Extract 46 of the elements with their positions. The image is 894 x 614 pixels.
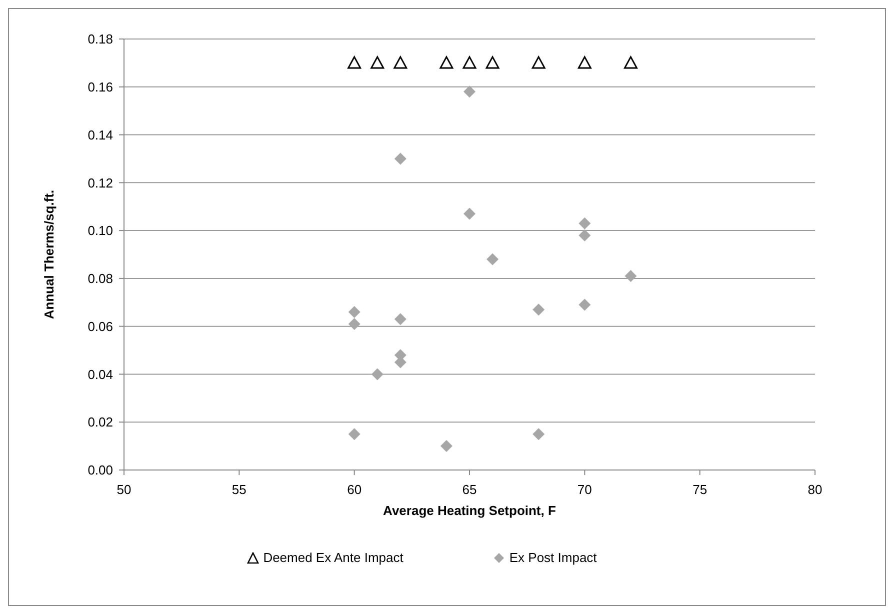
point [532,428,545,440]
point [624,56,638,69]
point [348,306,360,318]
x-axis-title: Average Heating Setpoint, F [383,503,556,518]
x-tick-label: 60 [347,482,362,498]
point [348,318,360,330]
y-tick-label: 0.12 [88,175,113,190]
point [578,229,591,242]
point [532,304,545,316]
x-tick-label: 75 [692,482,708,498]
x-tick-label: 80 [808,482,822,498]
y-tick-label: 0.02 [88,414,113,430]
y-tick-label: 0.14 [88,127,113,142]
y-tick-label: 0.16 [88,80,113,95]
point [624,270,637,282]
y-tick-label: 0.00 [88,462,113,478]
x-tick-label: 50 [116,482,132,498]
point [462,56,476,69]
point [348,56,362,69]
point [440,56,454,69]
point [371,368,384,380]
y-tick-label: 0.18 [88,32,113,47]
y-tick-label: 0.04 [88,366,113,382]
point [394,56,408,69]
point [464,208,476,220]
point [578,298,591,311]
point [394,313,406,326]
point [440,440,452,452]
point [394,152,406,165]
point [348,428,360,440]
legend-label: Ex Post Impact [509,550,597,565]
y-tick-label: 0.06 [88,318,113,334]
point [578,217,591,230]
point [370,56,384,69]
y-tick-label: 0.10 [88,223,113,238]
y-axis-title: Annual Therms/sq.ft. [42,190,57,320]
point [578,56,592,69]
x-tick-label: 55 [232,482,246,498]
y-tick-label: 0.08 [88,271,113,286]
x-tick-label: 70 [577,482,592,498]
point [532,56,546,69]
point [464,86,476,98]
legend-label: Deemed Ex Ante Impact [263,550,404,565]
point [486,253,499,266]
point [486,56,500,69]
x-tick-label: 65 [462,482,477,498]
